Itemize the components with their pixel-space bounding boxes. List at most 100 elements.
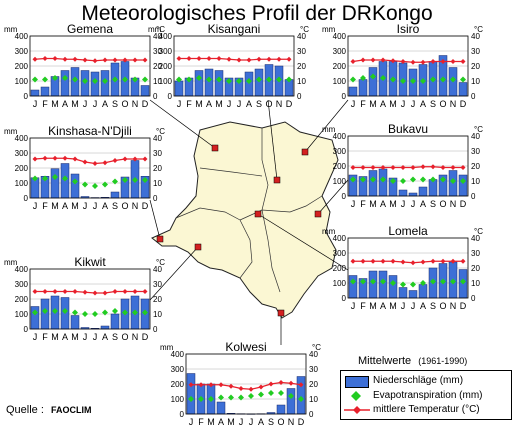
temperature-point — [266, 56, 272, 62]
temperature-point — [72, 156, 78, 162]
temperature-point — [122, 289, 128, 294]
month-label: F — [360, 199, 366, 209]
y-unit-label: mm — [4, 258, 18, 267]
temperature-point — [102, 57, 108, 63]
evap-point — [82, 78, 88, 84]
evap-point — [460, 178, 466, 184]
y-tick-label: 200 — [333, 162, 347, 171]
evap-point — [440, 176, 446, 183]
evap-point — [400, 178, 406, 184]
month-label: F — [360, 99, 366, 109]
evap-point — [52, 75, 58, 81]
evap-point — [298, 396, 304, 402]
precip-bar — [100, 325, 110, 330]
y-tick-label: 400 — [171, 350, 185, 359]
precip-bar — [368, 67, 378, 97]
evap-point — [440, 278, 446, 285]
y-tick-label: 200 — [159, 62, 173, 71]
y-tick-label: 0 — [342, 192, 347, 201]
y2-tick-label: 40 — [471, 132, 480, 141]
evap-point — [226, 78, 232, 84]
y-tick-label: 400 — [333, 132, 347, 141]
evap-point — [248, 393, 254, 399]
month-label: J — [33, 332, 38, 342]
y2-tick-label: 40 — [153, 32, 162, 41]
y2-tick-label: 40 — [471, 32, 480, 41]
temperature-point — [350, 59, 356, 64]
temperature-point — [92, 161, 98, 166]
evap-point — [102, 78, 108, 84]
evap-point — [360, 75, 366, 81]
temperature-point — [72, 289, 78, 294]
evap-point — [430, 278, 436, 285]
station-title: Kikwit — [74, 255, 106, 269]
y2-tick-label: 20 — [297, 62, 306, 71]
month-label: O — [265, 99, 272, 109]
month-label: D — [460, 99, 467, 109]
evap-point — [380, 176, 386, 183]
evap-point — [410, 78, 416, 84]
station-marker — [301, 148, 309, 156]
evap-point — [142, 177, 148, 183]
month-label: J — [227, 99, 232, 109]
map-layer — [151, 121, 339, 319]
month-label: F — [42, 99, 48, 109]
evap-point — [132, 177, 138, 183]
y-tick-label: 300 — [15, 280, 29, 289]
connector-line — [317, 179, 349, 215]
month-label: M — [389, 199, 397, 209]
evap-point — [460, 278, 466, 285]
legend: Niederschläge (mm) Evapotranspiration (m… — [340, 370, 512, 420]
month-label: J — [189, 417, 194, 427]
evap-point — [420, 78, 426, 84]
precip-bar — [286, 388, 296, 415]
month-label: M — [215, 99, 223, 109]
month-label: F — [360, 301, 366, 311]
temperature-point — [142, 57, 148, 63]
y-unit-label: mm — [160, 343, 174, 352]
evap-point — [92, 78, 98, 84]
plot-frame — [29, 137, 151, 199]
y2-unit-label: °C — [300, 25, 309, 34]
y2-tick-label: 10 — [309, 395, 318, 404]
temperature-point — [132, 289, 138, 294]
month-label: O — [439, 301, 446, 311]
evap-point — [410, 176, 416, 183]
temperature-point — [410, 165, 416, 170]
temperature-point — [298, 382, 304, 388]
temperature-point — [360, 258, 366, 264]
y2-tick-label: 20 — [153, 295, 162, 304]
y-tick-label: 100 — [333, 77, 347, 86]
month-label: D — [142, 332, 149, 342]
month-label: A — [62, 332, 68, 342]
month-label: A — [380, 99, 386, 109]
plot-frame — [29, 35, 151, 97]
plot-frame — [347, 35, 469, 97]
y-unit-label: mm — [322, 125, 336, 134]
plot-frame — [185, 353, 307, 415]
temperature-point — [460, 258, 466, 264]
y-tick-label: 0 — [342, 92, 347, 101]
y2-tick-label: 40 — [297, 32, 306, 41]
evap-point — [52, 308, 58, 314]
evap-point — [122, 309, 128, 316]
month-label: M — [71, 332, 79, 342]
y2-tick-label: 0 — [153, 325, 158, 334]
precip-bar — [358, 79, 368, 97]
y-tick-label: 0 — [342, 294, 347, 303]
evap-point — [236, 78, 242, 84]
temperature-point — [52, 56, 58, 61]
evap-point — [92, 183, 98, 189]
temperature-point — [92, 58, 98, 64]
y-tick-label: 100 — [333, 279, 347, 288]
temperature-point — [276, 56, 282, 62]
month-label: D — [460, 301, 467, 311]
precip-bar — [418, 186, 428, 197]
y-unit-label: mm — [148, 25, 162, 34]
y-unit-label: mm — [322, 25, 336, 34]
temperature-point — [32, 156, 38, 162]
evap-point — [450, 278, 456, 285]
